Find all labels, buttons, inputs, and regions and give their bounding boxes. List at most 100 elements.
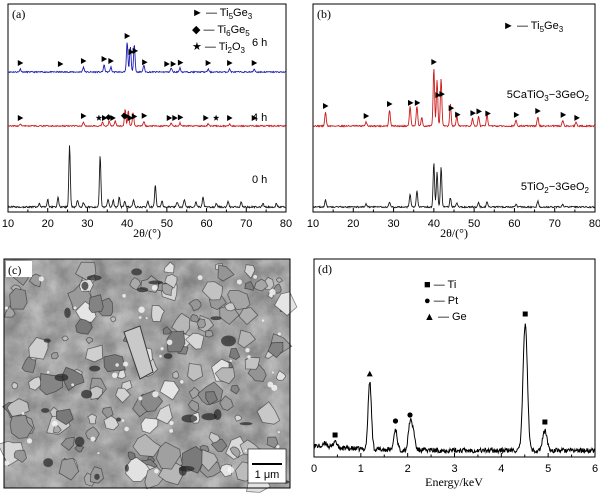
x-tick-label: 80 xyxy=(589,218,600,230)
series-label-part: 3 xyxy=(555,181,561,193)
peak-marker xyxy=(101,56,108,62)
peak-marker xyxy=(227,115,233,121)
series-label-part: GeO xyxy=(561,89,585,101)
x-tick-label: 1 xyxy=(358,463,364,475)
sem-particle xyxy=(274,291,298,317)
sem-particle xyxy=(87,413,97,425)
series-4h xyxy=(7,108,287,128)
peak-marker xyxy=(387,101,393,107)
legend-a-entry-part: 5 xyxy=(245,29,250,38)
sem-shadow xyxy=(81,389,93,399)
sem-particle xyxy=(103,354,126,373)
sem-particle xyxy=(155,441,181,470)
peak-marker xyxy=(407,99,414,106)
peak-marker xyxy=(414,99,421,106)
sem-particle xyxy=(228,347,241,360)
sem-highlight xyxy=(90,436,96,442)
series-label-part: 3 xyxy=(555,89,561,101)
sem-shadow xyxy=(239,422,253,426)
peak-marker xyxy=(251,115,258,121)
x-tick-label: 2 xyxy=(405,463,411,475)
sem-particle xyxy=(185,332,205,350)
x-tick-label: 60 xyxy=(200,218,212,230)
sem-particle xyxy=(208,431,221,444)
peak-marker xyxy=(476,108,482,115)
sem-particle xyxy=(244,264,256,279)
sem-shadow xyxy=(213,409,222,420)
legend-a-entry: ► — Ti5Ge3 xyxy=(192,7,253,21)
sem-particle xyxy=(201,449,219,472)
peak-marker xyxy=(105,114,112,121)
sem-shadow xyxy=(43,338,51,343)
x-tick-label: 3 xyxy=(451,463,457,475)
x-tick-label: 70 xyxy=(549,218,561,230)
sem-highlight xyxy=(159,354,162,358)
sem-shadow xyxy=(43,458,53,468)
x-tick-label: 50 xyxy=(161,218,173,230)
sem-highlight xyxy=(138,396,143,401)
panel-d-legend: ■ — Ti ● — Pt ▲ — Ge xyxy=(424,279,467,323)
panel-c-label: (c) xyxy=(8,263,21,277)
legend-a-entry-part: 3 xyxy=(241,46,246,55)
panel-a-x-label: 2θ/(°) xyxy=(133,226,161,240)
x-tick-label: 4 xyxy=(498,463,504,475)
series-label-part: CaTiO xyxy=(513,89,545,101)
sem-highlight xyxy=(26,438,33,444)
sem-particle xyxy=(6,398,30,418)
peak-marker xyxy=(124,33,131,39)
scale-bar-box xyxy=(247,448,287,484)
sem-particle xyxy=(230,384,240,395)
sem-particle xyxy=(219,463,233,478)
sem-particle xyxy=(224,302,236,312)
legend-a-entry-part: Ge xyxy=(231,24,246,36)
eds-spectrum xyxy=(314,323,596,455)
sem-particles xyxy=(0,261,298,493)
sem-shadow xyxy=(88,365,101,372)
series-label-part: TiO xyxy=(527,181,545,193)
sem-highlight xyxy=(46,370,50,374)
sem-shadow xyxy=(64,307,71,318)
sem-shadow xyxy=(163,353,173,359)
sem-highlight xyxy=(197,275,203,281)
sem-shadow xyxy=(124,464,129,472)
sem-particle xyxy=(115,387,131,404)
sem-shadow xyxy=(201,413,217,421)
peak-marker xyxy=(366,370,373,377)
sem-highlight xyxy=(112,372,118,378)
legend-a-entry-part: ◆ — Ti xyxy=(192,24,226,36)
sem-particle xyxy=(4,305,16,318)
peak-marker xyxy=(80,113,87,119)
peak-marker xyxy=(392,418,399,424)
sem-particle xyxy=(217,264,235,282)
sem-particle xyxy=(196,318,207,329)
sem-highlight xyxy=(21,412,25,415)
peak-marker xyxy=(332,432,338,438)
legend-a-entry-part: 6 xyxy=(226,29,231,38)
sem-shadow xyxy=(81,281,89,291)
peak-marker xyxy=(439,91,445,98)
sem-particle xyxy=(187,399,200,413)
sem-highlight xyxy=(271,384,278,391)
sem-highlight xyxy=(267,381,274,388)
legend-b-entry-part: Ge xyxy=(544,20,559,32)
peak-marker xyxy=(17,60,24,66)
peak-marker xyxy=(102,115,108,121)
series-label: 0 h xyxy=(252,174,267,186)
x-tick-label: 40 xyxy=(121,218,133,230)
sem-highlight xyxy=(245,348,250,353)
sem-particle xyxy=(61,335,69,342)
sem-highlight xyxy=(138,306,145,313)
sem-particle xyxy=(151,304,165,323)
peak-marker xyxy=(203,115,209,121)
sem-shadow xyxy=(210,316,222,321)
panel-d-label: (d) xyxy=(318,262,332,276)
sem-highlight xyxy=(154,468,159,474)
peak-marker xyxy=(455,111,461,118)
sem-particle xyxy=(161,283,174,296)
sem-particle xyxy=(205,391,218,406)
sem-particle xyxy=(52,424,62,434)
sem-highlight xyxy=(122,361,128,367)
sem-particle xyxy=(219,395,234,411)
series-label-part: 2 xyxy=(544,186,549,195)
sem-shadow xyxy=(136,287,149,293)
